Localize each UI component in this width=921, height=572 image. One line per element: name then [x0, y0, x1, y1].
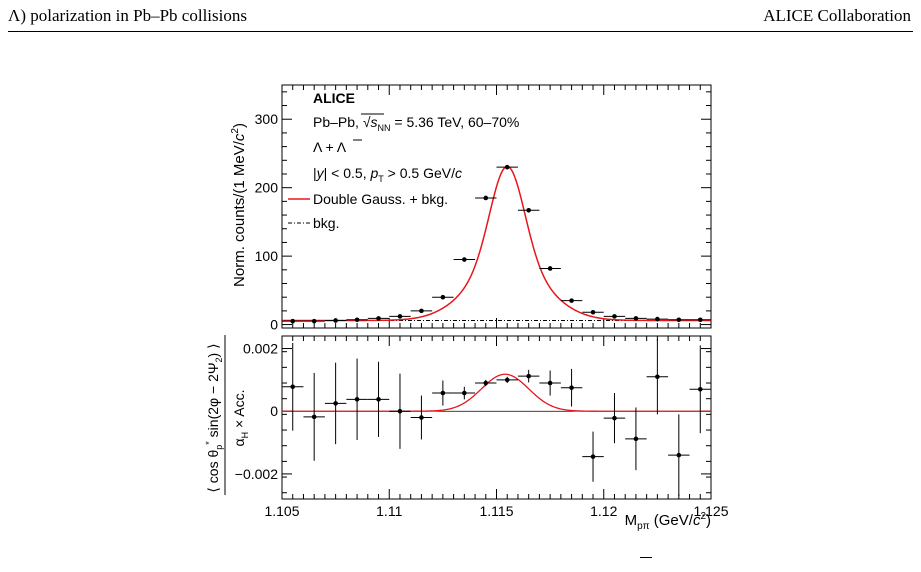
bottom-data-point: [697, 386, 703, 392]
bottom-fit-curve: [282, 373, 711, 412]
page-footer-mark: [640, 557, 652, 558]
top-data-point: [569, 298, 574, 303]
running-header-collaboration: ALICE Collaboration: [763, 6, 911, 25]
top-data-point: [590, 309, 596, 315]
top-data-point: [397, 314, 403, 319]
top-data-point: [655, 316, 660, 322]
bottom-data-point: [462, 390, 467, 396]
legend-fit-label: Double Gauss. + bkg.: [313, 191, 448, 207]
running-header-title: Λ) polarization in Pb–Pb collisions: [8, 6, 247, 25]
bottom-data-point: [419, 415, 424, 420]
bottom-data-point: [376, 397, 381, 402]
header-rule: [8, 31, 913, 32]
top-data-point: [290, 318, 296, 324]
top-y-tick-label: 300: [255, 111, 279, 127]
x-tick-label: 1.12: [590, 503, 617, 519]
top-y-tick-label: 0: [270, 317, 278, 333]
top-data-point: [526, 207, 531, 213]
bottom-data-point: [397, 408, 403, 414]
top-data-point: [354, 317, 360, 323]
legend-bkg-label: bkg.: [313, 215, 339, 231]
legend-cuts: |y| < 0.5, pT > 0.5 GeV/c: [313, 165, 462, 184]
bottom-y-axis-label: ⟨ cos θp* sin(2φ − 2Ψ2) ⟩ αH × Acc.: [204, 335, 250, 495]
fit-curve: [282, 165, 711, 322]
bottom-data-point: [311, 414, 317, 420]
top-data-point: [419, 308, 424, 314]
top-data-point: [483, 195, 489, 201]
top-data-point: [504, 164, 510, 170]
bottom-panel-marks: [282, 339, 711, 496]
top-y-tick-label: 200: [255, 180, 279, 196]
top-data-point: [612, 314, 617, 319]
top-data-point: [333, 318, 338, 323]
bottom-data-point: [612, 415, 617, 421]
svg-text:αH × Acc.: αH × Acc.: [231, 389, 250, 446]
bottom-y-tick-label: 0: [270, 403, 278, 419]
bottom-data-point: [655, 374, 660, 380]
bottom-y-tick-label: −0.002: [235, 466, 278, 482]
x-tick-label: 1.105: [264, 503, 299, 519]
legend-system: Pb–Pb, √sNN = 5.36 TeV, 60–70%: [313, 114, 519, 133]
top-data-point: [462, 257, 467, 262]
svg-text:⟨ cos θp* sin(2φ − 2Ψ2) ⟩: ⟨ cos θp* sin(2φ − 2Ψ2) ⟩: [204, 343, 224, 492]
legend-experiment: ALICE: [313, 90, 355, 106]
bottom-data-point: [354, 397, 360, 402]
top-data-point: [633, 316, 639, 321]
bottom-data-point: [290, 384, 296, 390]
top-data-point: [547, 266, 553, 271]
bottom-data-point: [483, 380, 489, 386]
x-tick-label: 1.125: [693, 503, 728, 519]
bottom-panel-axes: −0.002 0 0.002 1.105 1.11 1.115 1.12 1.125: [235, 336, 729, 519]
top-data-point: [376, 316, 381, 321]
top-panel-marks: [282, 164, 711, 324]
bottom-data-point: [547, 380, 553, 386]
top-data-point: [311, 318, 317, 324]
bottom-data-point: [590, 454, 596, 459]
top-y-tick-label: 100: [255, 248, 279, 264]
bottom-data-point: [569, 385, 574, 391]
bottom-data-point: [676, 452, 682, 458]
x-tick-label: 1.11: [376, 503, 402, 519]
x-tick-label: 1.115: [480, 503, 514, 519]
top-y-axis-label: Norm. counts/(1 MeV/c2): [230, 123, 248, 287]
top-data-point: [697, 317, 703, 323]
bottom-data-point: [526, 373, 531, 379]
bottom-data-point: [333, 401, 338, 406]
legend: ALICE Pb–Pb, √sNN = 5.36 TeV, 60–70% Λ +…: [288, 90, 519, 231]
bottom-panel-frame: [281, 335, 712, 500]
x-axis-label: Mpπ (GeV/c2): [625, 511, 711, 532]
bottom-data-point: [633, 436, 639, 442]
legend-particles: Λ + Λ: [313, 139, 347, 155]
top-panel-axes: 0 100 200 300: [255, 85, 712, 333]
bottom-data-point: [504, 377, 510, 383]
top-data-point: [676, 317, 682, 323]
bottom-y-tick-label: 0.002: [243, 341, 278, 357]
top-data-point: [440, 294, 446, 300]
bottom-data-point: [440, 390, 446, 396]
